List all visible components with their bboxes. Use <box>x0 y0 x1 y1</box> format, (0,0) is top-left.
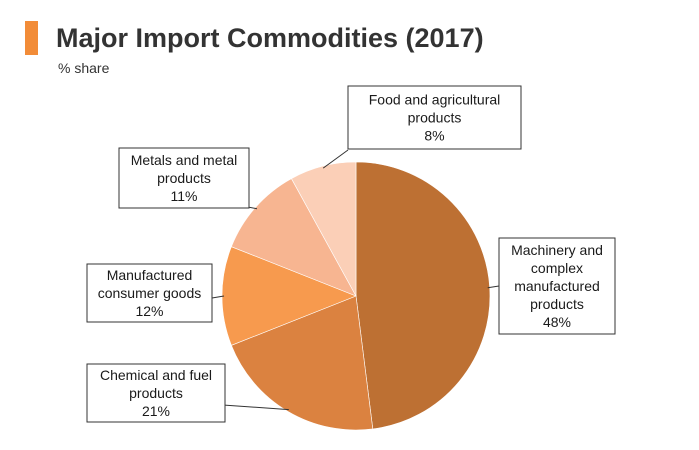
callout-box <box>347 85 522 150</box>
slice-label: Food and agricultural products 8% <box>369 92 501 144</box>
slice-label: Machinery and complex manufactured products… <box>511 242 603 330</box>
callout-leader-line <box>211 295 225 299</box>
title-accent-bar <box>25 21 38 55</box>
callout-box <box>118 147 250 209</box>
chart-title: Major Import Commodities (2017) <box>56 23 484 53</box>
slice-label: Chemical and fuel products 21% <box>100 367 212 419</box>
callout-box <box>86 263 213 323</box>
callout-box <box>86 363 226 423</box>
pie-slice <box>355 161 491 430</box>
chart-subtitle: % share <box>58 60 110 76</box>
callout-box <box>498 237 616 335</box>
callout-leader-line <box>322 149 349 169</box>
slice-label: Manufactured consumer goods 12% <box>98 267 202 319</box>
pie-slice <box>291 161 357 297</box>
pie-slice <box>231 295 374 431</box>
slice-label: Metals and metal products 11% <box>131 152 238 204</box>
callout-leader-line <box>487 285 500 289</box>
pie-slice <box>231 178 357 297</box>
